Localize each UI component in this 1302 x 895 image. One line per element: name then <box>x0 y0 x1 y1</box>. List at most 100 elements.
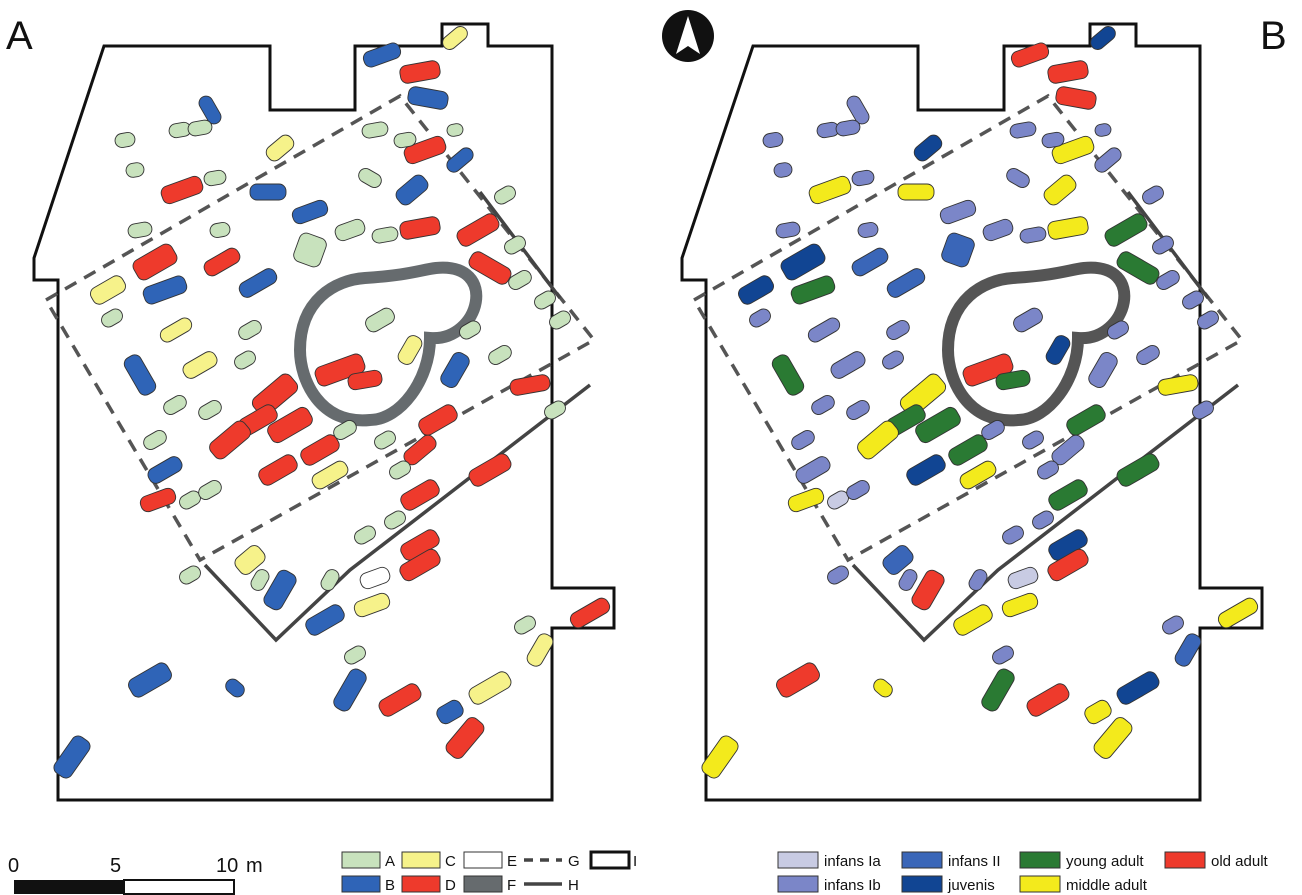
grave-a <box>365 307 395 333</box>
grave-a <box>333 668 367 712</box>
grave-b <box>773 162 793 178</box>
grave-a <box>300 434 340 466</box>
grave-b <box>1010 42 1050 68</box>
grave-a <box>225 678 245 698</box>
legend-swatch-e <box>463 851 503 869</box>
legend-swatch-infans-ii <box>901 851 943 869</box>
grave-a <box>399 60 441 84</box>
north-arrow-icon <box>676 16 700 54</box>
grave-b <box>1152 235 1174 255</box>
grave-a <box>526 633 554 667</box>
grave-b <box>995 369 1031 391</box>
grave-a <box>263 569 297 611</box>
grave-b <box>807 317 841 343</box>
scale-unit: m <box>246 855 263 877</box>
scale-bar-light <box>123 879 235 895</box>
grave-b <box>962 353 1014 387</box>
grave-a <box>362 42 402 68</box>
grave-b <box>982 218 1014 242</box>
grave-a <box>128 662 172 698</box>
legend-label-e: E <box>507 853 517 870</box>
grave-a <box>544 400 566 420</box>
grave-a <box>179 565 201 585</box>
grave-b <box>948 434 988 466</box>
legend-label-h: H <box>568 877 579 894</box>
grave-a <box>234 545 266 575</box>
grave-a <box>403 135 447 165</box>
grave-b <box>762 132 784 148</box>
grave-b <box>886 268 926 298</box>
grave-b <box>1032 510 1054 530</box>
grave-b <box>857 420 899 460</box>
grave-b <box>795 456 831 484</box>
grave-a <box>354 525 376 545</box>
grave-a <box>234 350 256 370</box>
grave-a <box>393 131 417 149</box>
legend-swatch-f <box>463 875 503 893</box>
map-panel-a <box>32 22 616 802</box>
grave-a <box>198 400 222 420</box>
graves-a <box>53 26 611 779</box>
grave-b <box>1006 168 1030 188</box>
grave-b <box>882 350 904 370</box>
grave-a <box>361 121 389 139</box>
grave-b <box>1104 213 1148 247</box>
grave-b <box>1192 400 1214 420</box>
grave-a <box>250 569 270 591</box>
map-panel-b <box>680 22 1264 802</box>
grave-a <box>395 174 429 206</box>
grave-b <box>1116 453 1160 487</box>
grave-a <box>143 430 167 450</box>
grave-a <box>209 420 251 460</box>
grave-a <box>203 169 227 187</box>
legend-label-old-adult: old adult <box>1211 853 1269 870</box>
grave-b <box>846 95 870 125</box>
grave-b <box>1156 270 1180 290</box>
grave-b <box>791 430 815 450</box>
legend-swatch-a <box>341 851 381 869</box>
grave-b <box>1157 374 1199 396</box>
grave-b <box>882 545 914 575</box>
grave-b <box>811 395 835 415</box>
grave-b <box>1037 460 1059 480</box>
grave-a <box>456 213 500 247</box>
grave-b <box>787 487 825 513</box>
grave-b <box>1013 307 1043 333</box>
grave-b <box>915 406 961 444</box>
grave-a <box>504 235 526 255</box>
grave-a <box>147 456 183 484</box>
grave-a <box>442 26 468 50</box>
panel-letter-a: A <box>6 14 33 58</box>
scale-bar: 0 5 10 m <box>8 855 263 895</box>
grave-b <box>898 569 918 591</box>
grave-b <box>851 247 889 277</box>
grave-b <box>846 480 870 500</box>
grave-a <box>249 183 287 201</box>
grave-b <box>906 454 946 486</box>
grave-a <box>209 222 231 238</box>
grave-a <box>203 247 241 277</box>
grave-a <box>238 320 262 340</box>
grave-b <box>1047 216 1089 240</box>
grave-b <box>790 275 836 305</box>
graves-b <box>701 26 1259 779</box>
grave-b <box>771 354 805 396</box>
grave-b <box>1043 174 1077 206</box>
grave-b <box>1090 26 1116 50</box>
north-arrow <box>662 10 714 62</box>
dashed-trench-outline <box>691 93 1245 563</box>
grave-b <box>846 400 870 420</box>
grave-a <box>468 453 512 487</box>
grave-b <box>953 604 993 636</box>
grave-b <box>992 645 1014 665</box>
grave-b <box>1066 404 1106 436</box>
grave-a <box>101 308 123 328</box>
grave-a <box>53 735 91 779</box>
grave-a <box>114 132 136 148</box>
grave-b <box>873 678 893 698</box>
grave-b <box>1026 683 1070 717</box>
grave-b <box>1182 290 1204 310</box>
legend-label-infans-ia: infans Ia <box>824 853 881 870</box>
grave-a <box>358 168 382 188</box>
grave-a <box>353 592 391 618</box>
